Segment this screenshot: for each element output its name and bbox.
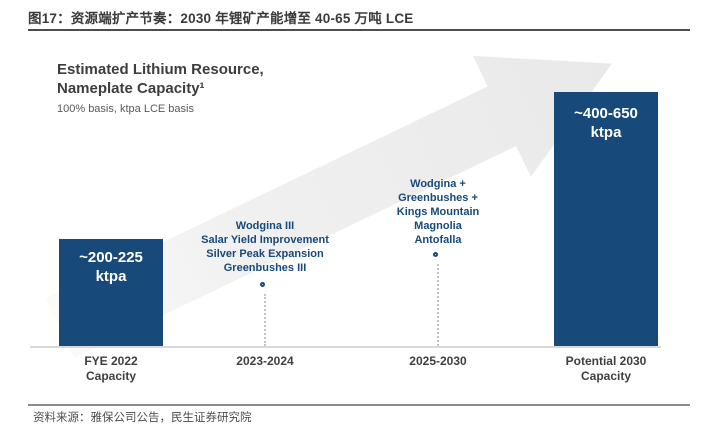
x-axis-line [30, 346, 661, 348]
milestone-leader-line [437, 264, 439, 346]
axis-label-potential-2030: Potential 2030 Capacity [536, 354, 676, 384]
chart-subtitle: 100% basis, ktpa LCE basis [57, 103, 194, 115]
axis-label-line2: Capacity [85, 369, 137, 383]
axis-label-line1: Potential 2030 [565, 354, 647, 368]
milestone-item: Magnolia [414, 220, 462, 232]
bar-value-line1: ~200-225 [79, 249, 143, 266]
milestone-marker-icon [433, 252, 438, 257]
milestone-marker-icon [260, 282, 265, 287]
bar-value-label: ~200-225 ktpa [59, 239, 163, 286]
chart-heading: Estimated Lithium Resource, Nameplate Ca… [57, 60, 264, 115]
bar-value-line1: ~400-650 [574, 105, 638, 122]
milestone-leader-line [264, 294, 266, 346]
chart-title-line1: Estimated Lithium Resource, [57, 61, 264, 78]
milestone-item: Salar Yield Improvement [201, 234, 329, 246]
milestone-item: Wodgina III [235, 220, 295, 232]
bar-fye-2022: ~200-225 ktpa [59, 239, 163, 347]
title-divider [28, 29, 690, 31]
milestone-item: Kings Mountain [396, 206, 480, 218]
axis-label-line2: Capacity [580, 369, 632, 383]
source-note: 资料来源：雅保公司公告，民生证券研究院 [33, 412, 252, 424]
axis-label-2025-2030: 2025-2030 [368, 354, 508, 369]
milestone-item: Greenbushes III [223, 262, 307, 274]
growth-arrow-icon [28, 0, 645, 396]
axis-label-line1: 2025-2030 [409, 354, 467, 368]
figure-title: 图17：资源端扩产节奏：2030 年锂矿产能增至 40-65 万吨 LCE [28, 11, 414, 26]
bar-value-line2: ktpa [590, 124, 622, 141]
axis-label-line1: FYE 2022 [84, 354, 138, 368]
footer-divider [28, 404, 690, 406]
milestone-item: Antofalla [414, 234, 462, 246]
axis-label-line1: 2023-2024 [236, 354, 294, 368]
bar-potential-2030: ~400-650 ktpa [554, 92, 658, 347]
milestone-item: Silver Peak Expansion [206, 248, 324, 260]
chart-title-line2: Nameplate Capacity¹ [57, 80, 205, 97]
bar-value-line2: ktpa [95, 268, 127, 285]
milestone-list-2023-2024: Wodgina III Salar Yield Improvement Silv… [170, 219, 360, 275]
milestone-item: Wodgina + [410, 178, 466, 190]
axis-label-2023-2024: 2023-2024 [195, 354, 335, 369]
bar-value-label: ~400-650 ktpa [554, 92, 658, 142]
milestone-list-2025-2030: Wodgina + Greenbushes + Kings Mountain M… [343, 177, 533, 247]
axis-label-fye-2022: FYE 2022 Capacity [41, 354, 181, 384]
milestone-item: Greenbushes + [398, 192, 478, 204]
